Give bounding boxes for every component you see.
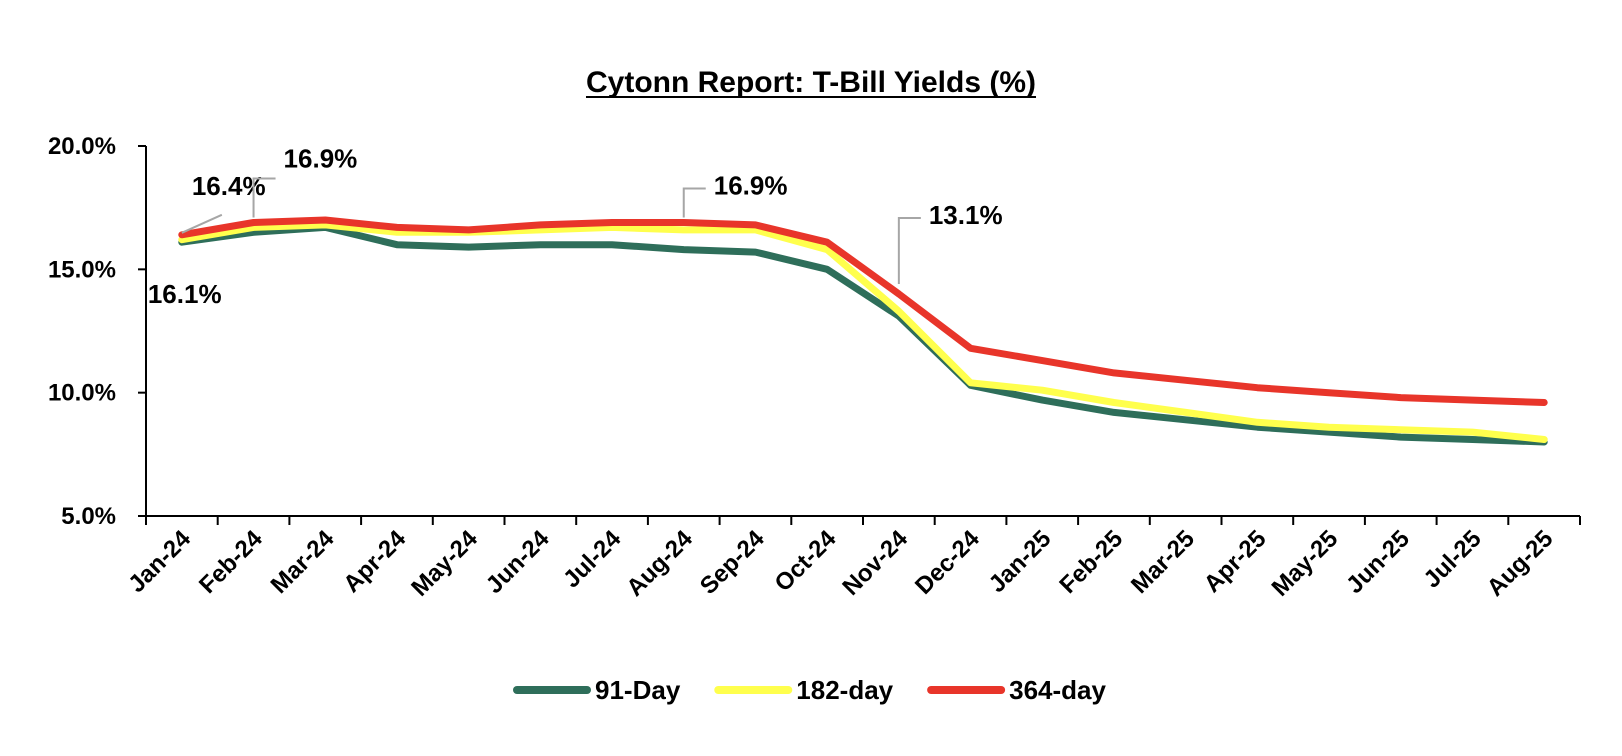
x-tick-label: Feb-24 — [194, 525, 268, 599]
x-tick-label: Apr-24 — [338, 525, 411, 598]
y-axis-ticks: 5.0% 10.0% 15.0% 20.0% — [48, 133, 146, 530]
y-tick-label: 10.0% — [48, 380, 116, 407]
legend-label: 364-day — [1009, 675, 1106, 705]
data-label-leader — [252, 177, 276, 218]
x-tick-label: Jul-24 — [558, 525, 627, 594]
series-line-364-day — [178, 216, 1548, 406]
series-line-91-day — [178, 223, 1548, 446]
legend-label: 182-day — [796, 675, 893, 705]
data-label: 13.1% — [929, 200, 1003, 230]
x-tick-label: Mar-25 — [1126, 525, 1200, 599]
chart-title: Cytonn Report: T-Bill Yields (%) — [586, 66, 1036, 99]
data-label: 16.1% — [148, 279, 222, 309]
x-tick-label: Nov-24 — [837, 525, 913, 601]
x-tick-label: Dec-24 — [910, 525, 985, 600]
data-labels: 16.1%16.4%16.9%16.9%13.1% — [148, 143, 1003, 308]
legend-label: 91-Day — [595, 675, 681, 705]
legend: 91-Day 182-day 364-day — [513, 675, 1107, 705]
x-tick-label: Sep-24 — [695, 525, 770, 600]
y-tick-label: 15.0% — [48, 256, 116, 283]
series-lines — [178, 216, 1548, 446]
x-tick-label: Mar-24 — [266, 525, 340, 599]
data-label-leader — [682, 187, 706, 218]
x-tick-label: May-25 — [1267, 525, 1344, 602]
data-label: 16.9% — [714, 170, 788, 200]
x-tick-label: Jan-25 — [984, 525, 1057, 598]
y-tick-label: 20.0% — [48, 133, 116, 160]
series-line-182-day — [178, 221, 1548, 443]
x-tick-label: Jul-25 — [1419, 525, 1487, 593]
data-label-leader — [181, 213, 223, 234]
x-tick-label: Feb-25 — [1054, 525, 1128, 599]
data-label-leader — [897, 217, 921, 284]
x-tick-label: May-24 — [406, 525, 483, 602]
x-tick-label: Aug-24 — [621, 525, 698, 602]
x-tick-label: Jan-24 — [123, 525, 196, 598]
x-tick-label: Jun-24 — [481, 525, 555, 599]
y-tick-label: 5.0% — [61, 503, 116, 530]
x-tick-label: Aug-25 — [1482, 525, 1559, 602]
data-label: 16.9% — [284, 143, 358, 173]
x-tick-label: Jun-25 — [1341, 525, 1415, 599]
x-tick-label: Apr-25 — [1199, 525, 1272, 598]
x-tick-label: Oct-24 — [769, 525, 841, 597]
axes — [145, 146, 1580, 517]
